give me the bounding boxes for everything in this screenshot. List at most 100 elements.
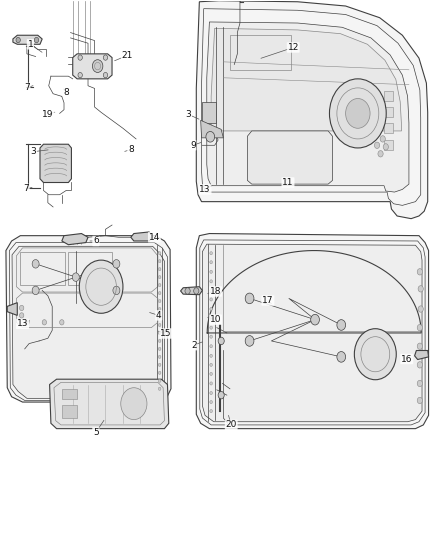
Circle shape xyxy=(60,320,64,325)
Polygon shape xyxy=(384,123,393,133)
Circle shape xyxy=(210,382,212,385)
Text: 6: 6 xyxy=(93,237,99,246)
Circle shape xyxy=(32,260,39,268)
Circle shape xyxy=(185,288,190,294)
Circle shape xyxy=(329,79,386,148)
Circle shape xyxy=(417,343,423,350)
Text: 9: 9 xyxy=(190,141,196,150)
Circle shape xyxy=(210,345,212,348)
Circle shape xyxy=(210,280,212,283)
Text: 21: 21 xyxy=(122,51,133,60)
Circle shape xyxy=(210,409,212,413)
Circle shape xyxy=(42,320,46,325)
Polygon shape xyxy=(62,405,77,418)
Circle shape xyxy=(78,72,82,78)
Circle shape xyxy=(34,37,39,43)
Circle shape xyxy=(210,364,212,367)
Text: 19: 19 xyxy=(42,110,53,119)
Circle shape xyxy=(79,260,123,313)
Polygon shape xyxy=(13,35,42,44)
Circle shape xyxy=(210,400,212,403)
Circle shape xyxy=(19,305,24,311)
Polygon shape xyxy=(49,379,169,429)
Text: 12: 12 xyxy=(287,43,299,52)
Polygon shape xyxy=(201,120,223,138)
Circle shape xyxy=(158,268,161,271)
Text: 18: 18 xyxy=(210,287,221,296)
Text: 20: 20 xyxy=(226,421,237,430)
Circle shape xyxy=(245,293,254,304)
Polygon shape xyxy=(180,287,202,295)
Circle shape xyxy=(210,270,212,273)
Text: 17: 17 xyxy=(262,296,274,305)
Circle shape xyxy=(158,276,161,279)
Circle shape xyxy=(158,348,161,351)
Polygon shape xyxy=(211,28,402,131)
Circle shape xyxy=(158,371,161,374)
Circle shape xyxy=(417,397,423,403)
Polygon shape xyxy=(196,1,427,219)
Text: 7: 7 xyxy=(24,83,30,92)
Text: 16: 16 xyxy=(401,354,413,364)
Circle shape xyxy=(92,60,103,72)
Circle shape xyxy=(210,261,212,264)
Circle shape xyxy=(25,320,29,325)
Circle shape xyxy=(72,273,79,281)
Circle shape xyxy=(210,289,212,292)
Circle shape xyxy=(158,364,161,367)
Circle shape xyxy=(158,332,161,335)
Polygon shape xyxy=(415,351,428,360)
Circle shape xyxy=(245,336,254,346)
Polygon shape xyxy=(62,389,77,399)
Circle shape xyxy=(380,136,385,142)
Circle shape xyxy=(417,269,423,275)
Circle shape xyxy=(158,308,161,311)
Text: 14: 14 xyxy=(148,233,160,242)
Polygon shape xyxy=(62,233,88,245)
Circle shape xyxy=(383,144,389,150)
Circle shape xyxy=(210,372,212,375)
Polygon shape xyxy=(384,140,393,150)
Polygon shape xyxy=(131,232,152,241)
Text: 8: 8 xyxy=(64,87,69,96)
Circle shape xyxy=(158,387,161,390)
Polygon shape xyxy=(201,102,216,123)
Text: 3: 3 xyxy=(31,147,36,156)
Circle shape xyxy=(158,356,161,359)
Circle shape xyxy=(158,284,161,287)
Circle shape xyxy=(210,298,212,301)
Polygon shape xyxy=(384,91,393,101)
Circle shape xyxy=(158,379,161,382)
Circle shape xyxy=(210,317,212,320)
Circle shape xyxy=(210,335,212,338)
Circle shape xyxy=(378,151,383,157)
Circle shape xyxy=(206,132,215,142)
Text: 5: 5 xyxy=(93,428,99,437)
Circle shape xyxy=(158,300,161,303)
Circle shape xyxy=(113,260,120,268)
Text: 13: 13 xyxy=(17,319,28,328)
Circle shape xyxy=(121,387,147,419)
Circle shape xyxy=(194,288,199,294)
Circle shape xyxy=(158,260,161,263)
Text: 2: 2 xyxy=(191,341,197,350)
Circle shape xyxy=(158,324,161,327)
Circle shape xyxy=(210,252,212,255)
Text: 10: 10 xyxy=(210,315,221,324)
Text: 15: 15 xyxy=(160,329,172,338)
Circle shape xyxy=(32,286,39,295)
Text: 7: 7 xyxy=(23,184,29,193)
Circle shape xyxy=(158,292,161,295)
Circle shape xyxy=(311,314,319,325)
Polygon shape xyxy=(6,236,171,402)
Circle shape xyxy=(210,308,212,311)
Circle shape xyxy=(337,352,346,362)
Circle shape xyxy=(417,325,423,331)
Circle shape xyxy=(418,306,424,312)
Circle shape xyxy=(103,55,108,60)
Text: 4: 4 xyxy=(156,311,162,320)
Text: 11: 11 xyxy=(282,178,294,187)
Polygon shape xyxy=(196,233,428,429)
Circle shape xyxy=(346,99,370,128)
Circle shape xyxy=(113,286,120,295)
